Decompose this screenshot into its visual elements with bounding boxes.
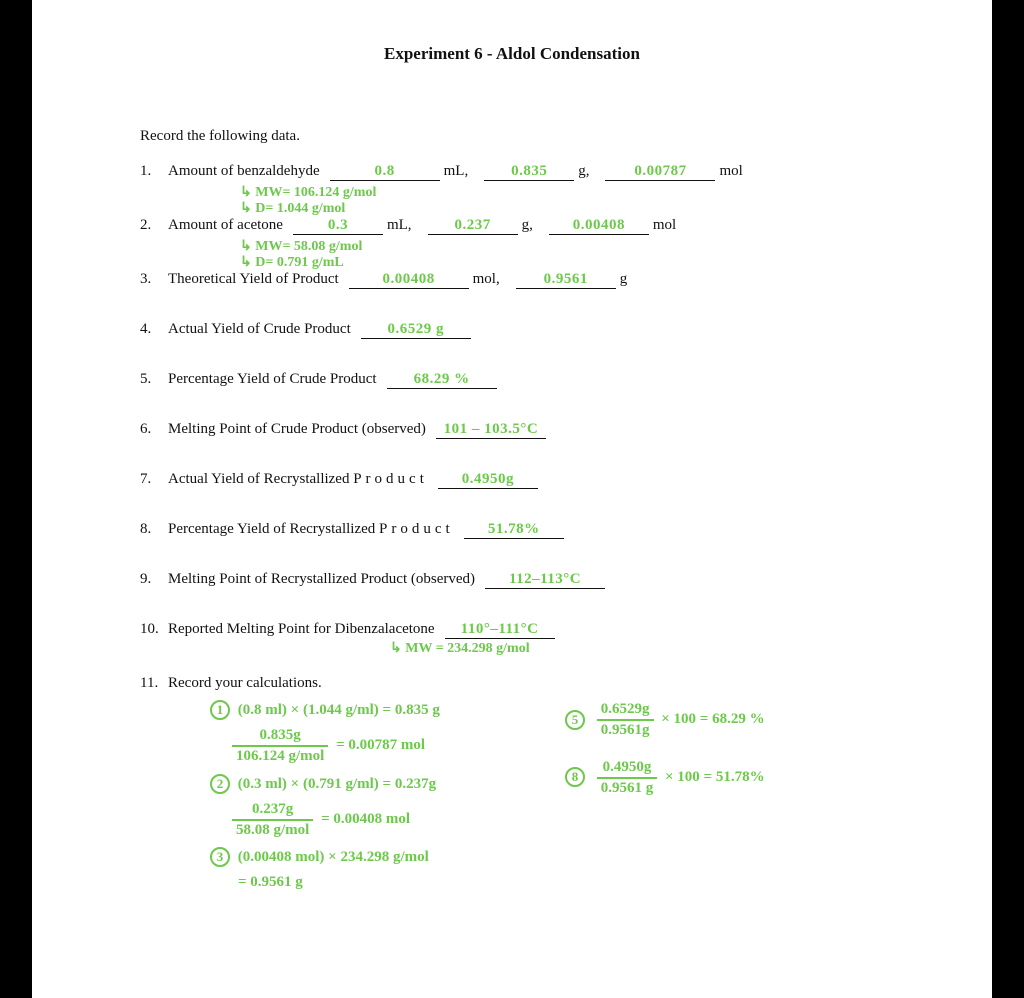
item-number: 3. [140,271,168,288]
note-mw-10: ↳ MW = 234.298 g/mol [390,641,884,657]
calc-1b: 0.835g106.124 g/mol = 0.00787 mol [210,726,529,766]
item-label-a: Percentage Yield of Recrystallized [168,521,375,538]
item-number: 8. [140,521,168,538]
unit-mol: mol [653,217,676,234]
calc-8-eq: × 100 = 51.78% [665,769,765,785]
item-number: 5. [140,371,168,388]
value: 110°–111°C [461,621,539,637]
unit-g: g, [578,163,589,180]
page-title: Experiment 6 - Aldol Condensation [140,44,884,64]
item-label: Reported Melting Point for Dibenzalaceto… [168,621,435,638]
calc-1: 1 (0.8 ml) × (1.044 g/ml) = 0.835 g [210,700,529,720]
item-8: 8. Percentage Yield of Recrystallized Pr… [140,521,884,539]
calc-3: 3 (0.00408 mol) × 234.298 g/mol [210,847,529,867]
value: 101 – 103.5°C [444,421,539,437]
circle-8-icon: 8 [565,767,585,787]
item-11: 11. Record your calculations. [140,675,884,692]
value-g: 0.835 [511,163,547,179]
value-ml: 0.8 [375,163,395,179]
note-d-2: ↳ D= 0.791 g/mL [240,255,884,271]
item-label: Amount of acetone [168,217,283,234]
unit-g: g [620,271,628,288]
item-label: Amount of benzaldehyde [168,163,320,180]
calc-2b-eq: = 0.00408 mol [321,811,410,827]
item-5: 5. Percentage Yield of Crude Product 68.… [140,371,884,389]
calc-1-line: (0.8 ml) × (1.044 g/ml) = 0.835 g [238,702,440,718]
frac-bot: 106.124 g/mol [232,747,328,766]
value-g: 0.237 [454,217,490,233]
calc-3b: = 0.9561 g [210,873,529,892]
item-label-a: Actual Yield of Recrystallized [168,471,349,488]
circle-3-icon: 3 [210,847,230,867]
calc-3b-eq: = 0.9561 g [238,874,303,890]
item-label: Theoretical Yield of Product [168,271,339,288]
unit-mol: mol [719,163,742,180]
instruction: Record the following data. [140,128,884,145]
value-mol: 0.00408 [383,271,435,287]
item-3: 3. Theoretical Yield of Product 0.00408 m… [140,271,884,289]
item-10: 10. Reported Melting Point for Dibenzala… [140,621,884,639]
item-number: 9. [140,571,168,588]
item-6: 6. Melting Point of Crude Product (obser… [140,421,884,439]
item-number: 1. [140,163,168,180]
item-label: Actual Yield of Crude Product [168,321,351,338]
value: 51.78% [488,521,540,537]
calculations-area: 1 (0.8 ml) × (1.044 g/ml) = 0.835 g 0.83… [140,700,884,898]
item-number: 6. [140,421,168,438]
value-ml: 0.3 [328,217,348,233]
circle-1-icon: 1 [210,700,230,720]
item-label-b: Product [379,521,454,538]
calc-2b: 0.237g58.08 g/mol = 0.00408 mol [210,800,529,840]
calc-5: 5 0.6529g0.9561g × 100 = 68.29 % [565,700,884,740]
calc-3a: (0.00408 mol) × 234.298 g/mol [238,849,429,865]
item-2: 2. Amount of acetone 0.3 mL, 0.237 g, 0.00… [140,217,884,235]
calc-2-line: (0.3 ml) × (0.791 g/ml) = 0.237g [238,776,436,792]
item-label: Melting Point of Recrystallized Product … [168,571,475,588]
calc-col-right: 5 0.6529g0.9561g × 100 = 68.29 % 8 0.495… [565,700,884,803]
value: 0.6529 g [388,321,445,337]
calc-8: 8 0.4950g0.9561 g × 100 = 51.78% [565,758,884,798]
unit-mol: mol, [473,271,500,288]
item-number: 10. [140,621,168,638]
calc-2: 2 (0.3 ml) × (0.791 g/ml) = 0.237g [210,774,529,794]
item-9: 9. Melting Point of Recrystallized Produ… [140,571,884,589]
item-7: 7. Actual Yield of Recrystallized Produc… [140,471,884,489]
item-label: Record your calculations. [168,675,322,692]
value-mol: 0.00787 [634,163,686,179]
item-label: Percentage Yield of Crude Product [168,371,377,388]
item-number: 11. [140,675,168,692]
value: 112–113°C [509,571,581,587]
value-mol: 0.00408 [573,217,625,233]
unit-g: g, [522,217,533,234]
note-mw-1: ↳ MW= 106.124 g/mol [240,185,884,201]
worksheet-page: Experiment 6 - Aldol Condensation Record… [32,0,992,998]
unit-ml: mL, [444,163,469,180]
item-1: 1. Amount of benzaldehyde 0.8 mL, 0.835 g,… [140,163,884,181]
circle-5-icon: 5 [565,710,585,730]
item-number: 7. [140,471,168,488]
circle-2-icon: 2 [210,774,230,794]
calc-1b-eq: = 0.00787 mol [336,738,425,754]
value: 68.29 % [414,371,470,387]
value: 0.4950g [462,471,514,487]
item-4: 4. Actual Yield of Crude Product 0.6529 … [140,321,884,339]
item-number: 4. [140,321,168,338]
item-number: 2. [140,217,168,234]
note-mw-2: ↳ MW= 58.08 g/mol [240,239,884,255]
item-label: Melting Point of Crude Product (observed… [168,421,426,438]
note-d-1: ↳ D= 1.044 g/mol [240,201,884,217]
item-label-b: Product [353,471,428,488]
calc-5-eq: × 100 = 68.29 % [661,712,764,728]
value-g: 0.9561 [544,271,588,287]
unit-ml: mL, [387,217,412,234]
calc-col-left: 1 (0.8 ml) × (1.044 g/ml) = 0.835 g 0.83… [210,700,529,898]
